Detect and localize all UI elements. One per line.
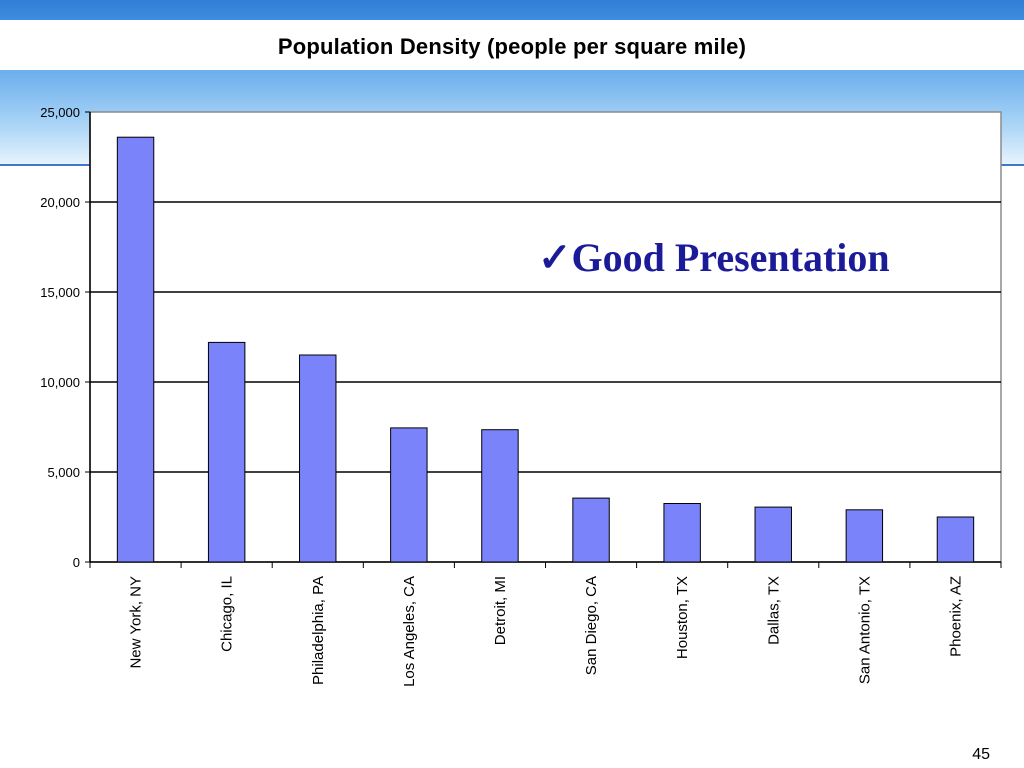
x-category-label: Houston, TX [674, 576, 691, 659]
x-category-label: San Antonio, TX [856, 576, 873, 684]
x-category-label: San Diego, CA [583, 576, 600, 675]
bar [572, 497, 610, 563]
y-tick-label: 10,000 [40, 375, 80, 390]
y-tick-label: 15,000 [40, 285, 80, 300]
x-category-label: Phoenix, AZ [947, 576, 964, 657]
y-tick-label: 0 [73, 555, 80, 570]
x-category-label: Chicago, IL [219, 576, 236, 652]
y-tick-label: 20,000 [40, 195, 80, 210]
y-tick-label: 5,000 [47, 465, 80, 480]
bar [207, 341, 246, 563]
x-category-label: Los Angeles, CA [401, 576, 418, 687]
bar [390, 427, 428, 563]
x-category-label: Dallas, TX [765, 576, 782, 645]
y-tick-label: 25,000 [40, 105, 80, 120]
annotation-callout: ✓Good Presentation [538, 234, 890, 281]
x-category-label: New York, NY [128, 576, 145, 669]
x-category-label: Detroit, MI [492, 576, 509, 645]
bar [299, 354, 337, 563]
bar [754, 506, 792, 563]
bar [481, 429, 519, 563]
bar [663, 503, 701, 563]
annotation-text: Good Presentation [571, 235, 890, 280]
check-icon: ✓ [538, 235, 572, 280]
x-category-label: Philadelphia, PA [310, 576, 327, 685]
bar [936, 516, 975, 563]
chart-title: Population Density (people per square mi… [277, 34, 747, 59]
bar [845, 509, 884, 563]
title-strip [0, 20, 1024, 70]
bar [116, 136, 155, 563]
page-number: 45 [972, 746, 990, 763]
